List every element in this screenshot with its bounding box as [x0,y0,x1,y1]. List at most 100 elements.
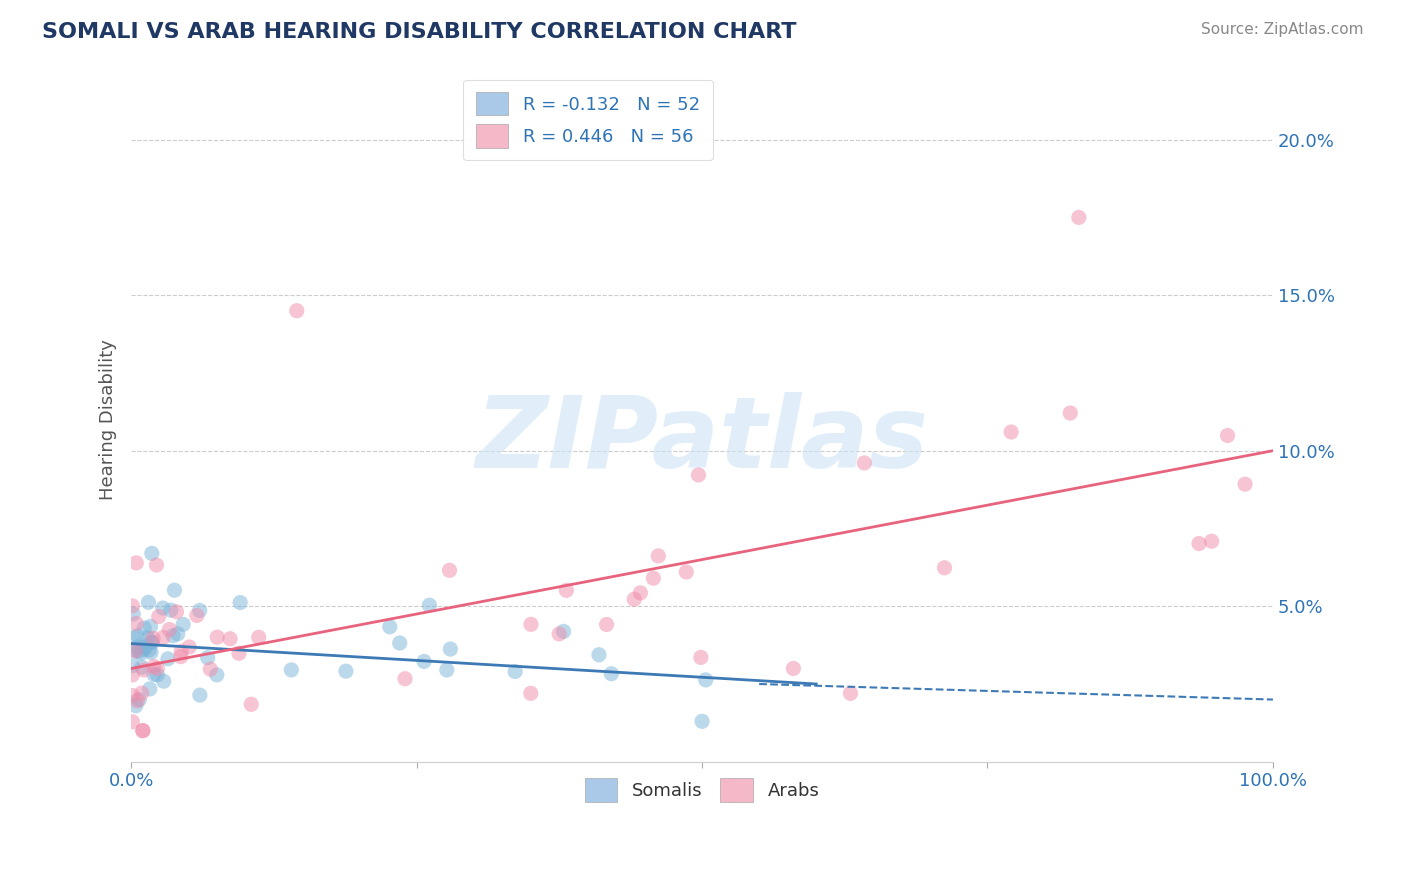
Point [146,668,169,682]
Point [595,617,617,632]
Legend: Somalis, Arabs: Somalis, Arabs [572,766,832,814]
Point [647,549,669,563]
Point [148,609,170,624]
Point [179,640,201,654]
Y-axis label: Hearing Disability: Hearing Disability [100,339,117,500]
Point [643,571,665,585]
Point [139,635,162,649]
Point [839,686,862,700]
Point [628,586,651,600]
Point [188,603,211,617]
Point [160,603,183,617]
Point [132,723,155,738]
Point [335,664,357,678]
Text: ZIPatlas: ZIPatlas [475,392,928,489]
Point [934,561,956,575]
Point [128,644,150,658]
Point [188,688,211,702]
Point [152,601,174,615]
Point [548,627,571,641]
Point [166,605,188,619]
Point [125,616,148,631]
Text: Source: ZipAtlas.com: Source: ZipAtlas.com [1201,22,1364,37]
Point [127,629,149,643]
Point [240,698,263,712]
Point [156,652,179,666]
Point [142,667,165,681]
Point [197,650,219,665]
Point [131,660,153,674]
Point [205,630,228,644]
Point [134,642,156,657]
Point [1000,425,1022,439]
Point [139,619,162,633]
Point [163,583,186,598]
Point [588,648,610,662]
Point [145,558,167,572]
Point [688,467,710,482]
Point [143,659,166,673]
Point [162,629,184,643]
Point [122,607,145,621]
Point [134,621,156,635]
Point [121,689,143,703]
Point [131,723,153,738]
Point [152,631,174,645]
Point [131,686,153,700]
Point [121,714,143,729]
Point [172,617,194,632]
Point [136,631,159,645]
Point [141,546,163,560]
Point [1059,406,1081,420]
Point [205,668,228,682]
Point [439,563,461,577]
Point [127,694,149,708]
Point [439,642,461,657]
Point [1201,534,1223,549]
Point [124,644,146,658]
Point [125,698,148,713]
Point [121,599,143,613]
Point [782,661,804,675]
Point [166,627,188,641]
Point [280,663,302,677]
Point [139,645,162,659]
Point [675,565,697,579]
Text: SOMALI VS ARAB HEARING DISABILITY CORRELATION CHART: SOMALI VS ARAB HEARING DISABILITY CORREL… [42,22,797,42]
Point [127,640,149,654]
Point [1234,477,1257,491]
Point [134,640,156,654]
Point [623,592,645,607]
Point [170,649,193,664]
Point [138,643,160,657]
Point [1188,536,1211,550]
Point [1067,211,1090,225]
Point [132,663,155,677]
Point [139,681,162,696]
Point [152,674,174,689]
Point [138,595,160,609]
Point [503,665,526,679]
Point [229,595,252,609]
Point [247,630,270,644]
Point [121,658,143,673]
Point [690,714,713,729]
Point [186,608,208,623]
Point [520,617,543,632]
Point [219,632,242,646]
Point [142,632,165,646]
Point [553,624,575,639]
Point [125,556,148,570]
Point [1216,428,1239,442]
Point [122,631,145,645]
Point [128,692,150,706]
Point [520,686,543,700]
Point [285,303,308,318]
Point [129,646,152,660]
Point [378,620,401,634]
Point [413,655,436,669]
Point [228,646,250,660]
Point [121,668,143,682]
Point [436,663,458,677]
Point [418,598,440,612]
